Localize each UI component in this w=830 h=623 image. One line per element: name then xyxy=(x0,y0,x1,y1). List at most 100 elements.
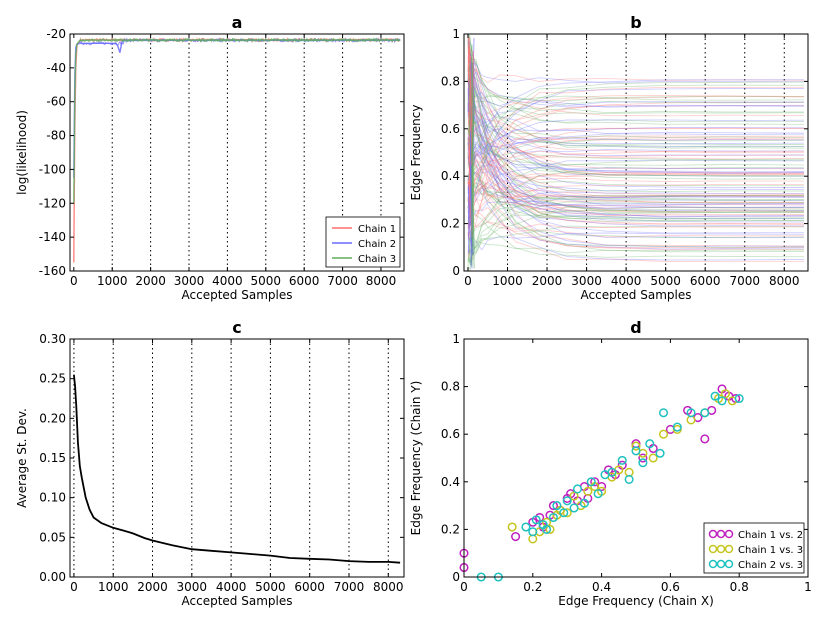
scatter-point-2 xyxy=(507,522,517,532)
y-axis-label: Edge Frequency (Chain Y) xyxy=(409,381,423,536)
axes-frame-c xyxy=(69,338,405,578)
x-tick-label: 8000 xyxy=(769,274,800,288)
scatter-point-3 xyxy=(734,393,744,404)
x-tick-label: 8000 xyxy=(366,274,397,288)
y-tick-label: -120 xyxy=(39,196,66,210)
x-tick-label: 7000 xyxy=(327,274,358,288)
burnin-trace xyxy=(467,188,472,226)
trace-12-3 xyxy=(467,209,805,271)
burnin-trace xyxy=(468,145,471,186)
x-tick-label: 2000 xyxy=(135,274,166,288)
scatter-point-3 xyxy=(552,501,562,511)
legend-swatch xyxy=(716,544,726,554)
y-tick-label: 0.05 xyxy=(39,530,66,544)
x-tick-label: 2000 xyxy=(137,580,168,594)
x-tick-label: 0.2 xyxy=(523,580,542,594)
scatter-point-3 xyxy=(624,474,634,484)
legend-swatch xyxy=(716,559,726,569)
y-tick-label: -140 xyxy=(39,230,66,244)
y-tick-label: 0.4 xyxy=(441,169,460,183)
legend-label: Chain 1 vs. 3 xyxy=(738,545,803,556)
y-tick-label: -40 xyxy=(46,61,66,75)
scatter-point-2 xyxy=(583,486,593,496)
x-tick-label: 0.8 xyxy=(730,580,749,594)
scatter-point-2 xyxy=(569,491,579,501)
legend-label: Chain 2 vs. 3 xyxy=(738,560,803,571)
scatter-point-2 xyxy=(545,524,555,534)
scatter-point-3 xyxy=(638,458,648,468)
scatter-point-3 xyxy=(586,477,596,487)
x-tick-label: 1 xyxy=(804,580,812,594)
chart-title: c xyxy=(232,318,241,337)
x-axis-label: Accepted Samples xyxy=(182,594,293,608)
x-tick-label: 8000 xyxy=(373,580,404,594)
x-tick-label: 1000 xyxy=(97,274,128,288)
y-tick-label: 0 xyxy=(452,264,460,278)
y-tick-label: 1 xyxy=(452,332,460,346)
y-tick-label: 0.8 xyxy=(441,380,460,394)
x-tick-label: 6000 xyxy=(289,274,320,288)
trace-34-1 xyxy=(467,127,804,240)
trace-29-3 xyxy=(467,36,805,149)
legend-label: Chain 2 xyxy=(358,239,396,250)
scatter-point-1 xyxy=(511,531,521,542)
x-tick-label: 0 xyxy=(460,580,468,594)
chart-title: b xyxy=(630,13,641,32)
scatter-point-3 xyxy=(710,391,720,401)
y-tick-label: 0.15 xyxy=(39,451,66,465)
axes-frame-a xyxy=(69,33,405,272)
y-tick-label: -80 xyxy=(46,129,66,143)
legend-label: Chain 3 xyxy=(358,254,396,265)
plot-area-c xyxy=(73,339,401,577)
scatter-point-3 xyxy=(548,512,558,523)
legend-label: Chain 1 vs. 2 xyxy=(738,530,803,541)
x-tick-label: 0 xyxy=(70,274,78,288)
y-tick-label: -160 xyxy=(39,264,66,278)
scatter-point-1 xyxy=(590,477,600,487)
legend-swatch xyxy=(708,544,718,554)
chart-title: d xyxy=(630,318,641,337)
scatter-point-2 xyxy=(648,453,658,463)
scatter-point-3 xyxy=(607,467,617,477)
x-tick-label: 0 xyxy=(70,580,78,594)
scatter-point-2 xyxy=(631,441,641,451)
panel-b: 0 1000 2000 3000 4000 5000 6000 7000 8000 0 0.2 0.4… xyxy=(409,13,809,302)
scatter-point-3 xyxy=(658,408,669,418)
scatter-point-3 xyxy=(593,489,603,499)
panel-d: 0 0.2 0.4 0.6 0.8 1 0 0.2 0.4 0.6 0.8 1 d Edge Freque… xyxy=(409,318,812,608)
x-tick-label: 6000 xyxy=(690,274,721,288)
burnin-trace xyxy=(472,188,475,250)
series-line-1 xyxy=(73,374,401,564)
y-tick-label: 0.6 xyxy=(441,122,460,136)
burnin-trace xyxy=(468,237,471,263)
y-tick-label: 0.2 xyxy=(441,217,460,231)
scatter-point-3 xyxy=(579,498,589,508)
scatter-point-3 xyxy=(672,422,682,432)
y-tick-label: 0.25 xyxy=(39,372,66,386)
scatter-point-3 xyxy=(617,455,627,465)
legend-label: Chain 1 xyxy=(358,224,396,235)
x-axis-label: Edge Frequency (Chain X) xyxy=(558,594,714,608)
scatter-point-3 xyxy=(686,408,696,418)
legend-swatch xyxy=(708,559,718,569)
trace-30-3 xyxy=(467,34,805,148)
y-tick-label: -100 xyxy=(39,162,66,176)
trace-18-3 xyxy=(467,195,805,237)
legend: Chain 1 vs. 2 Chain 1 vs. 3 Chain 2 vs. 3 xyxy=(703,522,805,574)
scatter-point-3 xyxy=(655,448,665,458)
x-tick-label: 4000 xyxy=(216,580,247,594)
panel-c: 0 1000 2000 3000 4000 5000 6000 7000 8000 0.00 0.0… xyxy=(15,318,405,608)
y-axis-label: Average St. Dev. xyxy=(15,408,29,508)
scatter-point-1 xyxy=(548,501,558,511)
scatter-point-3 xyxy=(631,446,641,456)
legend: Chain 1 Chain 2 Chain 3 xyxy=(325,216,401,268)
trace-3-2 xyxy=(467,39,805,239)
scatter-point-2 xyxy=(720,389,730,399)
y-tick-label: 0.8 xyxy=(441,74,460,88)
legend-swatch xyxy=(724,559,734,569)
burnin-trace xyxy=(467,81,470,113)
burnin-trace xyxy=(467,114,471,135)
y-tick-label: 1 xyxy=(452,27,460,41)
scatter-point-3 xyxy=(559,508,569,518)
